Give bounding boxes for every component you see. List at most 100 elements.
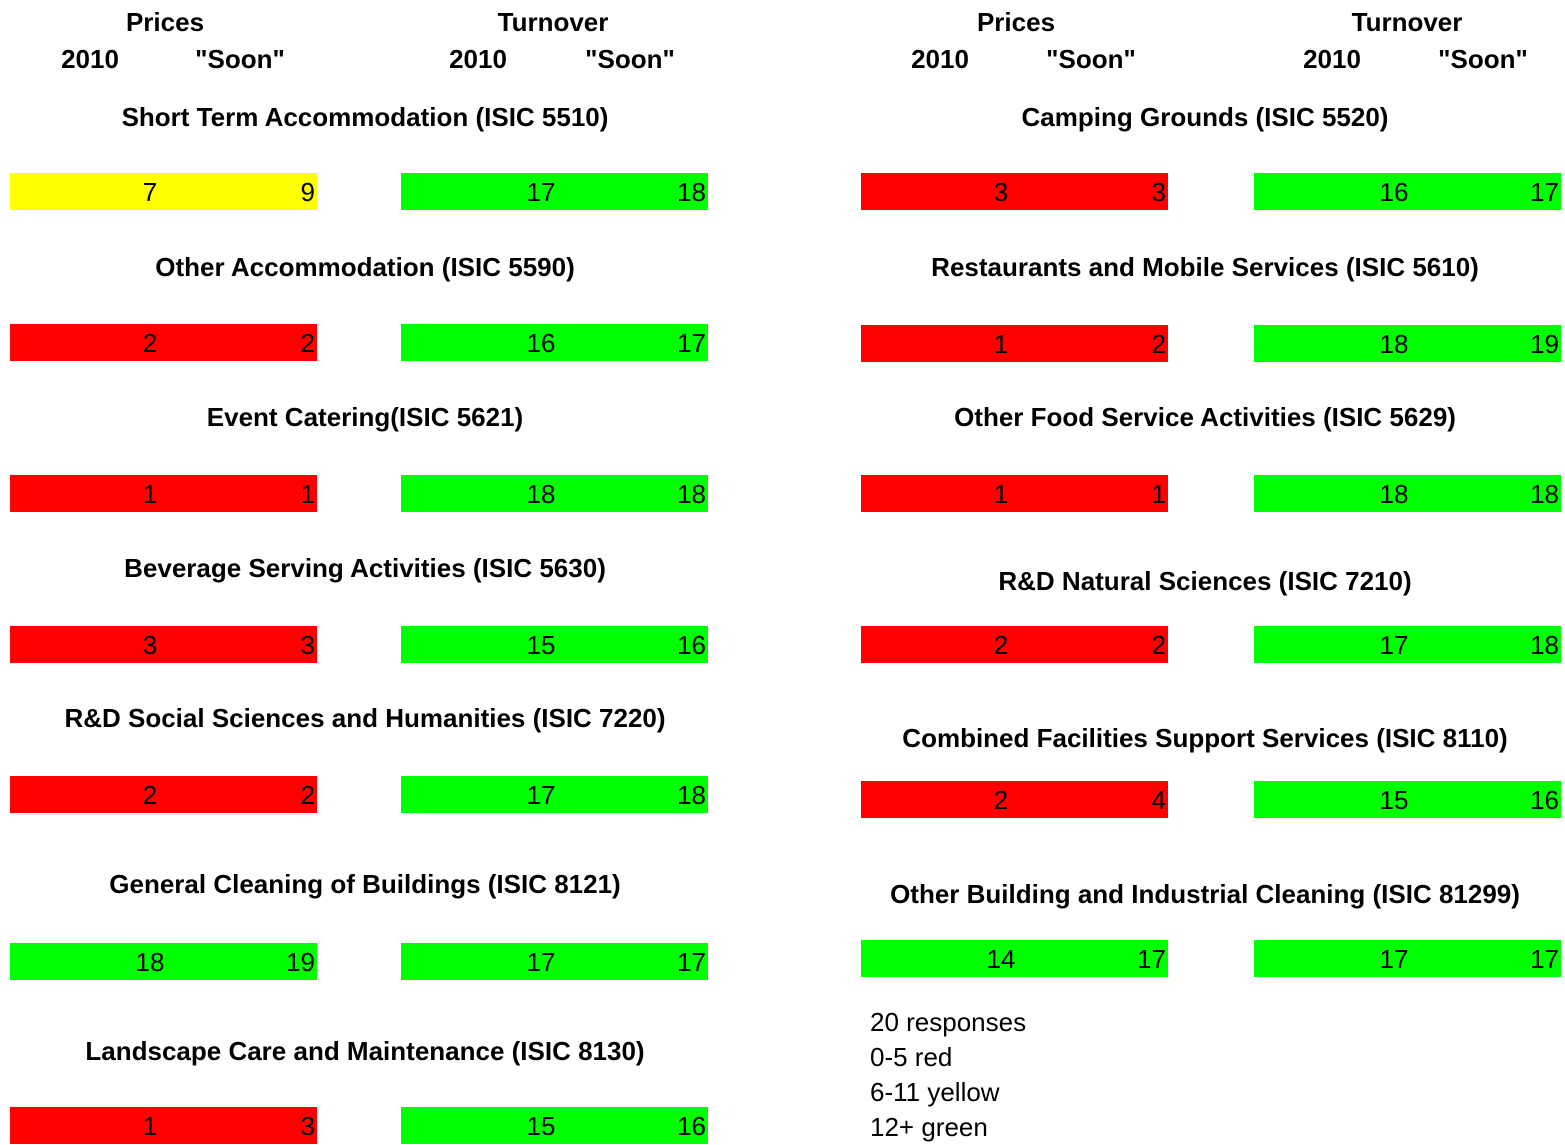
sector-title: General Cleaning of Buildings (ISIC 8121…: [109, 869, 621, 899]
legend-note: 0-5 red: [870, 1042, 953, 1072]
value-soon: 3: [300, 1111, 315, 1141]
prices-header: Prices: [125, 7, 205, 37]
value-soon: 4: [1151, 785, 1166, 815]
value-soon: 19: [286, 947, 315, 977]
value-2010: 16: [526, 328, 556, 358]
indicator-bar: [1254, 325, 1561, 362]
soon-header: "Soon": [1438, 44, 1528, 74]
value-2010: 17: [526, 780, 556, 810]
indicator-bar: [10, 475, 317, 512]
sector-title: Beverage Serving Activities (ISIC 5630): [124, 553, 606, 583]
turnover-header: Turnover: [497, 7, 609, 37]
value-soon: 18: [677, 479, 706, 509]
sector-title: Landscape Care and Maintenance (ISIC 813…: [85, 1036, 645, 1066]
value-soon: 3: [300, 630, 315, 660]
indicator-bar: [861, 626, 1168, 663]
sector-title: Combined Facilities Support Services (IS…: [902, 723, 1508, 753]
sector-title: Event Catering(ISIC 5621): [206, 402, 524, 432]
indicator-bar: [401, 475, 708, 512]
value-2010: 15: [526, 630, 556, 660]
value-2010: 18: [526, 479, 556, 509]
value-2010: 17: [1379, 630, 1409, 660]
value-2010: 7: [142, 177, 158, 207]
value-2010: 2: [142, 328, 158, 358]
sector-title: Restaurants and Mobile Services (ISIC 56…: [931, 252, 1479, 282]
legend-note: 20 responses: [870, 1007, 1027, 1037]
value-soon: 2: [300, 328, 315, 358]
value-soon: 2: [1151, 630, 1166, 660]
sector-title: R&D Social Sciences and Humanities (ISIC…: [64, 703, 666, 733]
value-2010: 1: [993, 329, 1009, 359]
value-soon: 17: [1137, 944, 1166, 974]
value-2010: 1: [993, 479, 1009, 509]
indicator-bar: [10, 1107, 317, 1144]
value-2010: 3: [142, 630, 158, 660]
year-header: 2010: [61, 44, 119, 74]
value-2010: 18: [135, 947, 165, 977]
sector-title: Camping Grounds (ISIC 5520): [1021, 102, 1389, 132]
sector-title: R&D Natural Sciences (ISIC 7210): [998, 566, 1412, 596]
value-soon: 18: [677, 780, 706, 810]
value-2010: 2: [993, 630, 1009, 660]
value-2010: 15: [526, 1111, 556, 1141]
legend-note: 12+ green: [870, 1112, 988, 1142]
value-2010: 18: [1379, 479, 1409, 509]
indicator-bar: [861, 325, 1168, 362]
value-soon: 2: [300, 780, 315, 810]
value-2010: 2: [993, 785, 1009, 815]
year-header: 2010: [911, 44, 969, 74]
value-2010: 15: [1379, 785, 1409, 815]
indicator-bar: [1254, 173, 1561, 210]
indicator-bar: [401, 1107, 708, 1144]
value-soon: 18: [1530, 630, 1559, 660]
indicator-bar: [1254, 781, 1561, 818]
indicator-bar: [861, 173, 1168, 210]
value-2010: 1: [142, 479, 158, 509]
indicator-bar: [861, 781, 1168, 818]
indicator-bar: [861, 940, 1168, 977]
value-2010: 17: [1379, 944, 1409, 974]
value-soon: 3: [1151, 177, 1166, 207]
indicator-bar: [10, 324, 317, 361]
value-2010: 18: [1379, 329, 1409, 359]
value-soon: 16: [1530, 785, 1559, 815]
value-soon: 17: [1530, 944, 1559, 974]
indicator-bar: [10, 173, 317, 210]
value-2010: 17: [526, 947, 556, 977]
value-2010: 2: [142, 780, 158, 810]
year-header: 2010: [449, 44, 507, 74]
indicator-bar: [401, 776, 708, 813]
value-2010: 3: [993, 177, 1009, 207]
value-soon: 18: [1530, 479, 1559, 509]
soon-header: "Soon": [585, 44, 675, 74]
value-2010: 1: [142, 1111, 158, 1141]
indicator-bar: [10, 626, 317, 663]
value-soon: 1: [1151, 479, 1166, 509]
value-2010: 17: [526, 177, 556, 207]
year-header: 2010: [1303, 44, 1361, 74]
value-soon: 16: [677, 630, 706, 660]
indicator-bar: [1254, 475, 1561, 512]
indicator-bar: [401, 943, 708, 980]
indicator-bar: [401, 173, 708, 210]
indicator-bar: [401, 626, 708, 663]
value-soon: 1: [300, 479, 315, 509]
indicator-bar: [10, 943, 317, 980]
sector-title: Other Building and Industrial Cleaning (…: [890, 879, 1520, 909]
legend-note: 6-11 yellow: [870, 1077, 1000, 1107]
soon-header: "Soon": [1046, 44, 1136, 74]
value-soon: 17: [1530, 177, 1559, 207]
sector-title: Other Accommodation (ISIC 5590): [155, 252, 575, 282]
value-soon: 19: [1530, 329, 1559, 359]
indicator-bar: [861, 475, 1168, 512]
soon-header: "Soon": [195, 44, 285, 74]
value-soon: 2: [1151, 329, 1166, 359]
value-soon: 17: [677, 328, 706, 358]
turnover-header: Turnover: [1351, 7, 1463, 37]
indicator-bar: [401, 324, 708, 361]
indicator-bar: [1254, 626, 1561, 663]
value-2010: 14: [986, 944, 1016, 974]
value-soon: 16: [677, 1111, 706, 1141]
sector-title: Other Food Service Activities (ISIC 5629…: [954, 402, 1456, 432]
indicator-bar: [10, 776, 317, 813]
